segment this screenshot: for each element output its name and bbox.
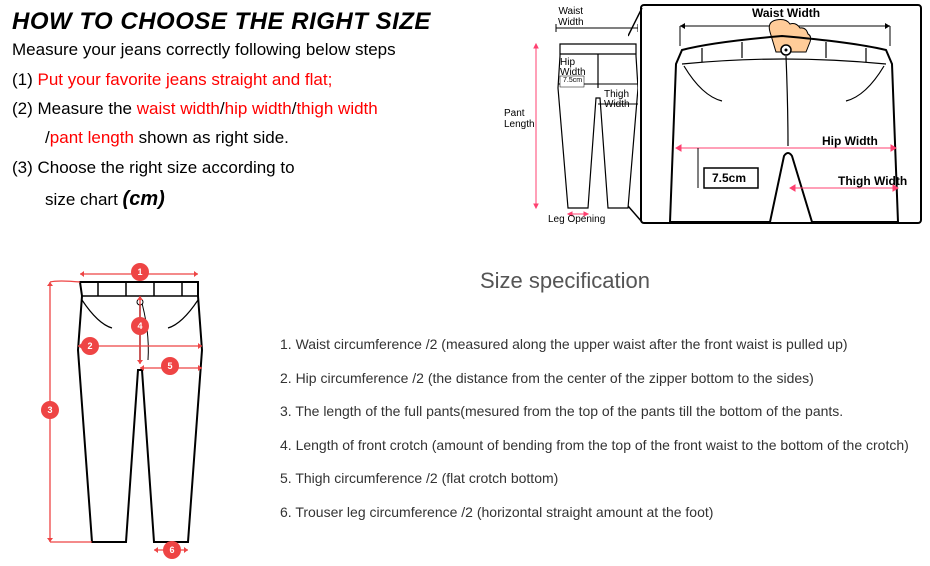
label-thigh-large: Thigh Width — [838, 174, 907, 188]
spec-item-2: 2. Hip circumference /2 (the distance fr… — [280, 362, 909, 396]
label-hip-small: Hip Width — [560, 58, 586, 78]
connector-svg — [628, 6, 648, 226]
step-2-suffix: shown as right side. — [134, 128, 289, 147]
badge-4: 4 — [137, 321, 142, 331]
label-pant-length-small: Pant Length — [504, 108, 535, 130]
badge-6: 6 — [169, 545, 174, 555]
badge-5: 5 — [167, 361, 172, 371]
spec-item-5: 5. Thigh circumference /2 (flat crotch b… — [280, 462, 909, 496]
spec-item-1: 1. Waist circumference /2 (measured alon… — [280, 328, 909, 362]
step-3-cm: (cm) — [123, 188, 165, 210]
step-2-hip: hip width — [225, 99, 292, 118]
label-leg-opening-small: Leg Opening — [548, 214, 605, 225]
top-section: HOW TO CHOOSE THE RIGHT SIZE Measure you… — [0, 0, 930, 240]
badge-2: 2 — [87, 341, 92, 351]
spec-item-6: 6. Trouser leg circumference /2 (horizon… — [280, 496, 909, 530]
label-hip-offset-small: 7.5cm — [563, 77, 582, 84]
spec-item-4: 4. Length of front crotch (amount of ben… — [280, 429, 909, 463]
label-hip-large: Hip Width — [822, 134, 878, 148]
step-1-text: Put your favorite jeans straight and fla… — [38, 70, 333, 89]
badge-3: 3 — [47, 405, 52, 415]
step-1-prefix: (1) — [12, 70, 38, 89]
spec-title: Size specification — [480, 268, 650, 294]
label-waist-small: Waist Width — [558, 6, 584, 28]
large-pants-diagram: Waist Width Hip Width 7.5cm Thigh Width — [640, 4, 922, 224]
step-2-indent: / — [12, 128, 50, 147]
label-thigh-small: Thigh Width — [604, 90, 630, 110]
large-pants-svg — [642, 6, 920, 222]
step-2-length: pant length — [50, 128, 134, 147]
badge-1: 1 — [137, 267, 142, 277]
step-2-thigh: thigh width — [296, 99, 377, 118]
spec-list: 1. Waist circumference /2 (measured alon… — [280, 328, 909, 530]
step-3-indent: size chart — [12, 190, 123, 209]
step-2-prefix: (2) Measure the — [12, 99, 137, 118]
spec-pants-svg: 1 2 3 4 5 6 — [30, 260, 220, 560]
spec-diagram: 1 2 3 4 5 6 — [30, 260, 220, 560]
spec-item-3: 3. The length of the full pants(mesured … — [280, 395, 909, 429]
label-hip-offset-large: 7.5cm — [712, 171, 746, 185]
small-pants-diagram: Waist Width Hip Width 7.5cm Thigh Width … — [508, 8, 638, 228]
label-waist-large: Waist Width — [752, 6, 820, 20]
step-2-waist: waist width — [137, 99, 220, 118]
